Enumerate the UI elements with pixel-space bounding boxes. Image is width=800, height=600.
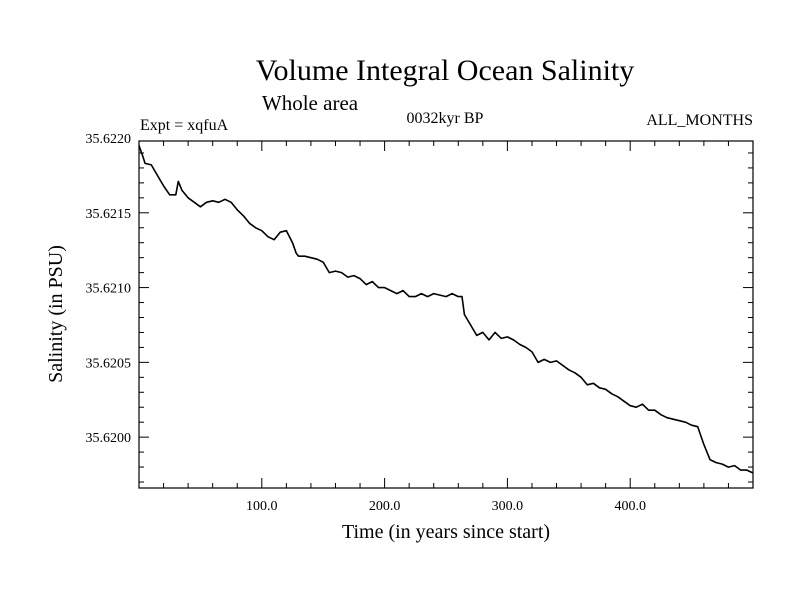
x-tick-label: 300.0 <box>492 499 524 514</box>
axis-ticks: 35.6220 35.6215 35.6210 35.6205 35.6200 100.0… <box>86 132 753 514</box>
y-axis-label: Salinity (in PSU) <box>45 245 67 383</box>
series-layer <box>138 145 754 474</box>
salinity-series-line <box>138 145 754 474</box>
y-tick-label: 35.6220 <box>86 132 132 147</box>
chart-title: Volume Integral Ocean Salinity <box>256 54 635 87</box>
y-tick-label: 35.6210 <box>86 282 132 297</box>
period-label: 0032kyr BP <box>407 110 484 127</box>
chart-subtitle: Whole area <box>262 91 359 115</box>
y-tick-label: 35.6200 <box>86 431 132 446</box>
x-axis-label: Time (in years since start) <box>342 521 550 543</box>
x-tick-label: 100.0 <box>246 499 278 514</box>
y-tick-label: 35.6215 <box>86 207 132 222</box>
months-label: ALL_MONTHS <box>646 112 753 129</box>
x-tick-label: 200.0 <box>369 499 401 514</box>
x-tick-label: 400.0 <box>614 499 646 514</box>
y-tick-label: 35.6205 <box>86 356 132 371</box>
plot-frame <box>138 140 754 489</box>
experiment-label: Expt = xqfuA <box>140 117 229 134</box>
